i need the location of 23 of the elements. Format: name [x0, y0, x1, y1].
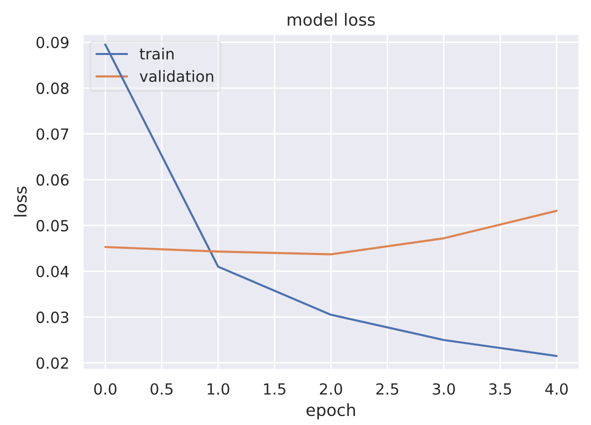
x-tick-label: 0.0 — [94, 383, 116, 395]
x-tick-label: 1.5 — [264, 383, 286, 395]
chart-title: model loss — [288, 13, 375, 26]
y-tick-label: 0.05 — [36, 220, 68, 232]
legend-label: validation — [140, 70, 214, 82]
x-tick-label: 1.0 — [208, 383, 230, 395]
x-axis-title: epoch — [306, 403, 355, 420]
y-axis-title: loss — [14, 186, 27, 216]
legend-label: train — [140, 48, 174, 60]
line-series — [104, 210, 558, 256]
y-tick-label: 0.02 — [36, 357, 68, 369]
x-tick-label: 0.5 — [150, 383, 173, 395]
x-tick-label: 2.5 — [376, 383, 398, 395]
y-tick-label: 0.09 — [36, 36, 68, 48]
y-tick-label: 0.06 — [36, 174, 69, 186]
x-tick-label: 3.5 — [489, 383, 512, 395]
x-tick-label: 3.0 — [432, 383, 455, 395]
y-tick-label: 0.08 — [36, 82, 68, 94]
y-tick-label: 0.04 — [36, 266, 69, 278]
x-tick-label: 4.0 — [545, 383, 568, 395]
y-tick-label: 0.07 — [36, 128, 68, 140]
x-tick-label: 2.0 — [320, 383, 342, 395]
y-tick-label: 0.03 — [36, 312, 68, 324]
